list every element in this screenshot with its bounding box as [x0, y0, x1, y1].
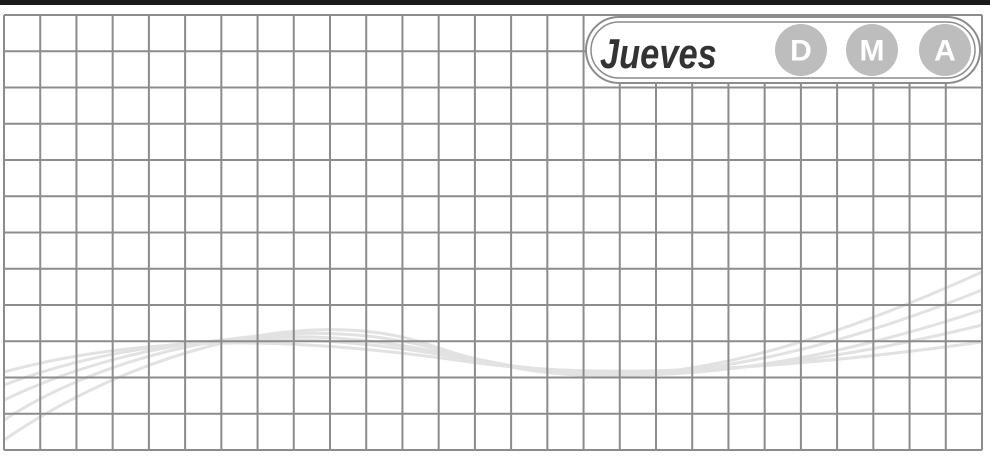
wave-decoration	[3, 270, 983, 442]
day-name: Jueves	[600, 31, 717, 78]
date-circle	[775, 24, 827, 76]
date-header: Jueves D M A	[585, 16, 981, 84]
date-letter: D	[790, 35, 812, 68]
date-letter: M	[860, 35, 885, 68]
date-circle	[846, 24, 898, 76]
date-circle	[919, 24, 971, 76]
top-bar	[0, 0, 990, 5]
date-letter: A	[934, 35, 956, 68]
